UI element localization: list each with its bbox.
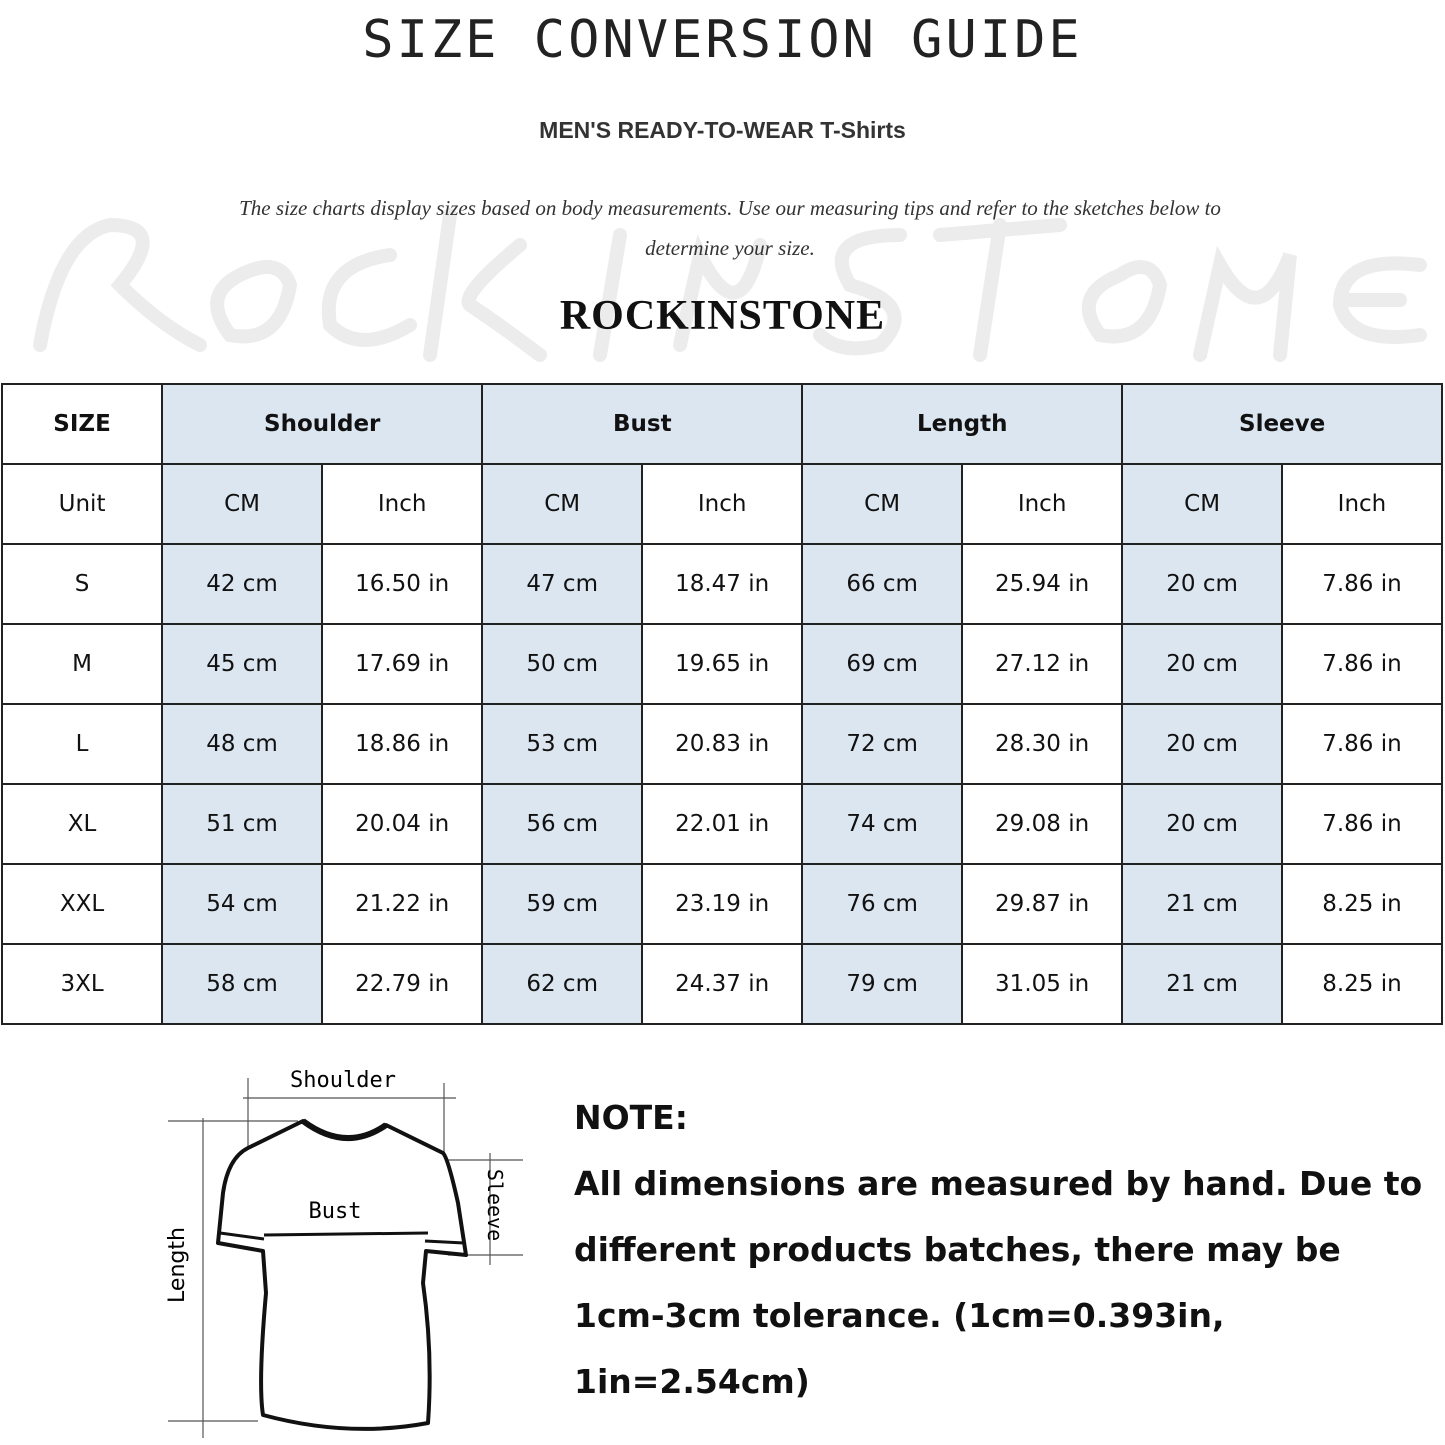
measurement-cell: 50 cm xyxy=(481,623,644,705)
size-cell: 3XL xyxy=(0,943,164,1025)
size-cell: XXL xyxy=(0,863,164,945)
measurement-cell: 21.22 in xyxy=(320,863,484,945)
measurement-cell: 79 cm xyxy=(801,943,963,1025)
measurement-cell: 20.83 in xyxy=(641,703,804,785)
unit-header: CM xyxy=(481,463,644,545)
measurement-cell: 69 cm xyxy=(801,623,963,705)
measurement-cell: 59 cm xyxy=(481,863,644,945)
measurement-cell: 18.47 in xyxy=(641,543,804,625)
measurement-cell: 23.19 in xyxy=(641,863,804,945)
unit-row: Unit CM Inch CM Inch CM Inch CM Inch xyxy=(0,463,1444,545)
group-header: Sleeve xyxy=(1121,383,1443,465)
table-row: S 42 cm 16.50 in 47 cm 18.47 in 66 cm 25.94 in… xyxy=(0,543,1444,625)
description: The size charts display sizes based on b… xyxy=(239,196,1221,260)
measurement-cell: 42 cm xyxy=(161,543,323,625)
unit-label: Unit xyxy=(0,463,164,545)
measurement-cell: 76 cm xyxy=(801,863,963,945)
group-header-row: SIZE Shoulder Bust Length Sleeve xyxy=(0,383,1443,465)
note: NOTE: All dimensions are measured by han… xyxy=(574,1085,1434,1415)
unit-header: Inch xyxy=(1280,463,1444,545)
measurement-cell: 22.01 in xyxy=(641,783,804,865)
measurement-cell: 20 cm xyxy=(1121,783,1283,865)
measurement-cell: 74 cm xyxy=(801,783,963,865)
group-header: Length xyxy=(801,383,1124,465)
unit-header: CM xyxy=(161,463,323,545)
diagram-label-length: Length xyxy=(165,1227,190,1303)
measurement-cell: 47 cm xyxy=(481,543,644,625)
measurement-cell: 19.65 in xyxy=(641,623,804,705)
unit-header: Inch xyxy=(641,463,804,545)
unit-header: Inch xyxy=(320,463,484,545)
measurement-cell: 31.05 in xyxy=(960,943,1124,1025)
measurement-cell: 7.86 in xyxy=(1280,623,1444,705)
measurement-cell: 53 cm xyxy=(481,703,644,785)
measurement-cell: 16.50 in xyxy=(320,543,484,625)
measurement-cell: 18.86 in xyxy=(320,703,484,785)
note-body: All dimensions are measured by hand. Due… xyxy=(574,1164,1423,1401)
measurement-cell: 7.86 in xyxy=(1280,783,1444,865)
measurement-cell: 21 cm xyxy=(1121,943,1283,1025)
table-row: XXL 54 cm 21.22 in 59 cm 23.19 in 76 cm 29.87 … xyxy=(0,863,1444,945)
measurement-cell: 21 cm xyxy=(1121,863,1283,945)
measurement-cell: 48 cm xyxy=(161,703,323,785)
measurement-cell: 72 cm xyxy=(801,703,963,785)
measurement-cell: 24.37 in xyxy=(641,943,804,1025)
measurement-cell: 7.86 in xyxy=(1280,543,1444,625)
diagram-label-bust: Bust xyxy=(309,1199,362,1224)
measurement-cell: 62 cm xyxy=(481,943,644,1025)
measurement-cell: 8.25 in xyxy=(1280,863,1444,945)
size-header: SIZE xyxy=(0,383,164,465)
measurement-cell: 17.69 in xyxy=(320,623,484,705)
tshirt-measurement-diagram: Shoulder Bust Length Sleeve xyxy=(165,1068,523,1438)
note-heading: NOTE: xyxy=(574,1098,688,1137)
measurement-cell: 25.94 in xyxy=(960,543,1124,625)
page-title: SIZE CONVERSION GUIDE xyxy=(362,10,1083,70)
measurement-cell: 20 cm xyxy=(1121,543,1283,625)
table-row: L 48 cm 18.86 in 53 cm 20.83 in 72 cm 28.30 in… xyxy=(0,703,1444,785)
measurement-cell: 54 cm xyxy=(161,863,323,945)
size-cell: XL xyxy=(0,783,164,865)
size-cell: L xyxy=(0,703,164,785)
diagram-label-shoulder: Shoulder xyxy=(290,1068,396,1093)
measurement-cell: 58 cm xyxy=(161,943,323,1025)
measurement-cell: 7.86 in xyxy=(1280,703,1444,785)
measurement-cell: 29.87 in xyxy=(960,863,1124,945)
unit-header: CM xyxy=(1121,463,1283,545)
measurement-cell: 22.79 in xyxy=(320,943,484,1025)
diagram-label-sleeve: Sleeve xyxy=(483,1169,507,1241)
measurement-cell: 45 cm xyxy=(161,623,323,705)
unit-header: CM xyxy=(801,463,963,545)
measurement-cell: 51 cm xyxy=(161,783,323,865)
group-header: Shoulder xyxy=(161,383,484,465)
watermark-brush-lettering xyxy=(33,208,1427,362)
measurement-cell: 29.08 in xyxy=(960,783,1124,865)
size-cell: M xyxy=(0,623,164,705)
subtitle: MEN'S READY-TO-WEAR T-Shirts xyxy=(539,117,906,143)
measurement-cell: 20 cm xyxy=(1121,703,1283,785)
table-row: XL 51 cm 20.04 in 56 cm 22.01 in 74 cm 29.08 i… xyxy=(0,783,1444,865)
group-header: Bust xyxy=(481,383,804,465)
measurement-cell: 66 cm xyxy=(801,543,963,625)
measurement-cell: 20 cm xyxy=(1121,623,1283,705)
measurement-cell: 27.12 in xyxy=(960,623,1124,705)
table-row: M 45 cm 17.69 in 50 cm 19.65 in 69 cm 27.12 in… xyxy=(0,623,1444,705)
measurement-cell: 20.04 in xyxy=(320,783,484,865)
unit-header: Inch xyxy=(960,463,1124,545)
table-row: 3XL 58 cm 22.79 in 62 cm 24.37 in 79 cm 31.05 … xyxy=(0,943,1444,1025)
measurement-cell: 8.25 in xyxy=(1280,943,1444,1025)
size-cell: S xyxy=(0,543,164,625)
size-table: SIZE Shoulder Bust Length Sleeve Unit CM Inch CM… xyxy=(0,383,1444,1025)
measurement-cell: 56 cm xyxy=(481,783,644,865)
brand-name: ROCKINSTONE xyxy=(559,293,886,339)
measurement-cell: 28.30 in xyxy=(960,703,1124,785)
